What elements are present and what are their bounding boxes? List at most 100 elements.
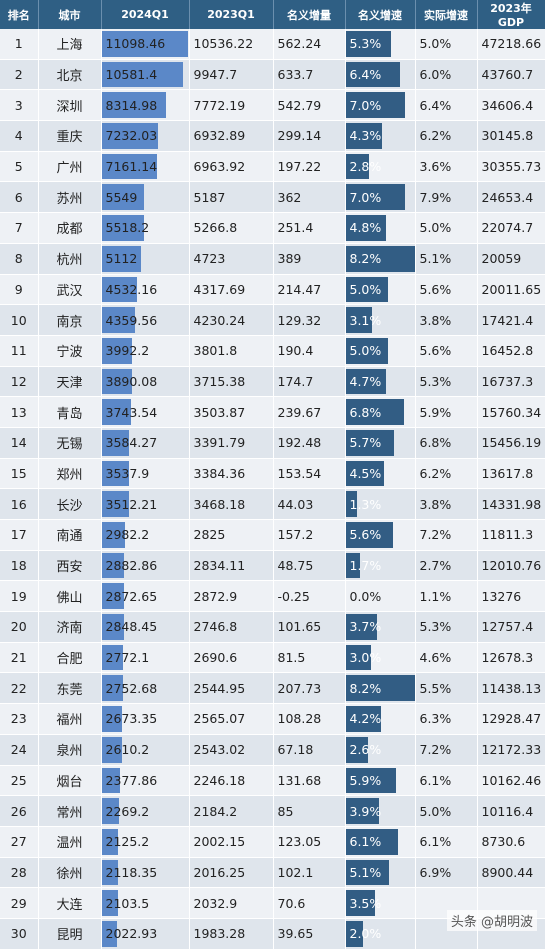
cell-nominal-growth: 0.0% [345,580,416,613]
bar-2024q1 [101,184,145,211]
cell-rank: 11 [0,335,39,367]
cell-nominal-increase: 214.47 [273,274,346,306]
value-2024q1: 2103.5 [105,895,150,911]
bar-nominal-growth [345,61,401,88]
cell-nominal-growth: 5.9% [345,765,416,797]
cell-city: 无锡 [38,427,102,459]
cell-2023q1: 5266.8 [189,212,274,244]
bar-2024q1 [101,429,130,456]
cell-nominal-growth: 5.0% [345,274,416,306]
cell-city: 上海 [38,29,102,60]
cell-gdp-2023: 12172.33 [477,734,545,766]
cell-rank: 10 [0,304,39,336]
cell-rank: 16 [0,488,39,520]
bar-nominal-growth [345,31,391,57]
cell-nominal-increase: 197.22 [273,151,346,183]
cell-2024q1: 2882.86 [101,550,190,582]
value-nominal-growth: 3.5% [349,895,382,911]
cell-rank: 3 [0,89,39,122]
cell-real-growth: 5.9% [415,396,478,428]
cell-nominal-increase: 562.24 [273,29,346,60]
cell-gdp-2023: 12757.4 [477,611,545,643]
table-row: 22 东莞 2752.68 2544.95 207.73 8.2% 5.5% 11438.13 [0,672,545,705]
header-city: 城市 [38,0,102,29]
bar-nominal-growth [345,552,360,579]
cell-nominal-growth: 2.0% [345,918,416,950]
cell-rank: 24 [0,734,39,766]
bar-2024q1 [101,706,123,732]
cell-rank: 30 [0,918,39,950]
cell-2023q1: 7772.19 [189,89,274,122]
cell-2024q1: 2848.45 [101,611,190,643]
cell-2023q1: 2032.9 [189,887,274,919]
cell-city: 青岛 [38,396,102,428]
cell-2023q1: 5187 [189,181,274,214]
cell-city: 武汉 [38,274,102,306]
cell-nominal-growth: 3.5% [345,887,416,919]
value-nominal-growth: 8.2% [349,680,382,696]
header-2023q1: 2023Q1 [189,0,274,29]
cell-rank: 6 [0,181,39,214]
cell-gdp-2023: 12678.3 [477,642,545,674]
table-row: 6 苏州 5549 5187 362 7.0% 7.9% 24653.4 [0,181,545,214]
cell-gdp-2023: 8900.44 [477,857,545,889]
value-nominal-growth: 5.7% [349,435,382,451]
cell-nominal-growth: 6.1% [345,826,416,858]
cell-gdp-2023: 12010.76 [477,550,545,582]
cell-2023q1: 2016.25 [189,857,274,889]
value-2024q1: 2848.45 [105,619,158,635]
cell-city: 苏州 [38,181,102,214]
cell-nominal-growth: 5.1% [345,857,416,889]
cell-gdp-2023: 12928.47 [477,703,545,735]
cell-real-growth: 3.8% [415,488,478,520]
bar-2024q1 [101,337,133,364]
cell-real-growth: 6.4% [415,89,478,122]
cell-2024q1: 3890.08 [101,366,190,398]
table-row: 13 青岛 3743.54 3503.87 239.67 6.8% 5.9% 15760.34 [0,396,545,428]
cell-2023q1: 1983.28 [189,918,274,950]
cell-rank: 7 [0,212,39,244]
value-2024q1: 7161.14 [105,159,158,175]
cell-city: 徐州 [38,857,102,889]
cell-rank: 15 [0,458,39,490]
value-nominal-growth: 7.0% [349,189,382,205]
table-row: 2 北京 10581.4 9947.7 633.7 6.4% 6.0% 43760.7 [0,59,545,91]
value-nominal-growth: 3.9% [349,803,382,819]
value-nominal-growth: 5.9% [349,772,382,788]
cell-real-growth: 6.9% [415,857,478,889]
cell-gdp-2023: 10162.46 [477,765,545,797]
bar-2024q1 [101,767,120,794]
table-row: 9 武汉 4532.16 4317.69 214.47 5.0% 5.6% 20011.65 [0,274,545,306]
value-nominal-growth: 7.0% [349,97,382,113]
cell-2023q1: 2184.2 [189,795,274,827]
cell-2023q1: 3468.18 [189,488,274,520]
cell-real-growth: 7.2% [415,519,478,551]
cell-gdp-2023: 11811.3 [477,519,545,551]
bar-nominal-growth [345,337,389,364]
value-nominal-growth: 4.2% [349,711,382,727]
cell-nominal-increase: 123.05 [273,826,346,858]
cell-rank: 5 [0,151,39,183]
cell-gdp-2023: 15760.34 [477,396,545,428]
cell-2023q1: 3391.79 [189,427,274,459]
table-row: 20 济南 2848.45 2746.8 101.65 3.7% 5.3% 12757.4 [0,611,545,643]
cell-nominal-growth: 4.2% [345,703,416,735]
header-rank: 排名 [0,0,39,29]
cell-2023q1: 4723 [189,243,274,275]
cell-nominal-increase: 44.03 [273,488,346,520]
bar-nominal-growth [345,276,389,303]
bar-nominal-growth [345,491,357,517]
cell-real-growth: 5.0% [415,795,478,827]
value-2024q1: 10581.4 [105,67,158,83]
cell-nominal-growth: 7.0% [345,89,416,122]
cell-gdp-2023: 24653.4 [477,181,545,214]
table-row: 10 南京 4359.56 4230.24 129.32 3.1% 3.8% 17421.4 [0,304,545,336]
cell-gdp-2023: 13276 [477,580,545,613]
value-nominal-growth: 0.0% [349,588,382,604]
bar-2024q1 [101,828,118,855]
cell-nominal-increase: 633.7 [273,59,346,91]
table-row: 27 温州 2125.2 2002.15 123.05 6.1% 6.1% 8730.6 [0,826,545,858]
cell-rank: 12 [0,366,39,398]
header-nominal-growth: 名义增速 [345,0,416,29]
table-row: 28 徐州 2118.35 2016.25 102.1 5.1% 6.9% 8900.44 [0,857,545,889]
